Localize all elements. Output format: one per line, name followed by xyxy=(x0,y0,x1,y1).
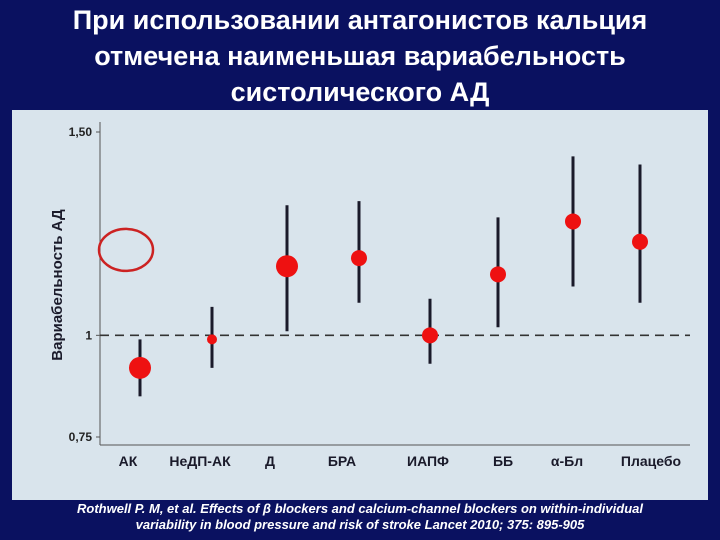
citation-line-1: Rothwell P. M, et al. Effects of β block… xyxy=(77,501,643,516)
chart-panel xyxy=(12,110,708,500)
y-tick-label: 0,75 xyxy=(69,430,93,444)
slide-title: При использовании антагонистов кальция о… xyxy=(0,2,720,110)
category-label: НеДП-АК xyxy=(169,453,231,469)
chart-svg: 1,50 1 0,75 Вариабельность АД АК НеДП-АК Д БРА И… xyxy=(12,110,708,500)
title-line-3: систолического АД xyxy=(230,77,490,107)
data-point xyxy=(276,255,298,278)
data-point xyxy=(422,327,438,344)
data-point xyxy=(207,334,217,345)
marks-layer xyxy=(97,156,648,397)
category-label: ИАПФ xyxy=(407,453,449,469)
y-tick-label: 1,50 xyxy=(69,125,93,139)
category-label: Плацебо xyxy=(621,453,681,469)
labels-layer: 1,50 1 0,75 Вариабельность АД АК НеДП-АК Д БРА И… xyxy=(49,125,681,469)
data-point xyxy=(351,250,367,267)
chart-area: 1,50 1 0,75 Вариабельность АД АК НеДП-АК Д БРА И… xyxy=(0,110,720,500)
category-label: ББ xyxy=(493,453,513,469)
axes-layer xyxy=(96,122,690,446)
title-line-2: отмечена наименьшая вариабельность xyxy=(94,41,626,71)
highlight-circle xyxy=(97,227,155,273)
category-label: БРА xyxy=(328,453,356,469)
citation-line-2: variability in blood pressure and risk o… xyxy=(135,517,585,532)
data-point xyxy=(565,213,581,230)
category-label: Д xyxy=(265,453,275,469)
data-point xyxy=(129,356,151,379)
y-axis-title: Вариабельность АД xyxy=(49,209,66,361)
data-point xyxy=(632,233,648,250)
citation: Rothwell P. M, et al. Effects of β block… xyxy=(0,501,720,533)
category-label: АК xyxy=(119,453,138,469)
data-point xyxy=(490,266,506,283)
category-label: α-Бл xyxy=(551,453,583,469)
y-tick-label: 1 xyxy=(85,328,92,342)
title-line-1: При использовании антагонистов кальция xyxy=(72,5,648,35)
